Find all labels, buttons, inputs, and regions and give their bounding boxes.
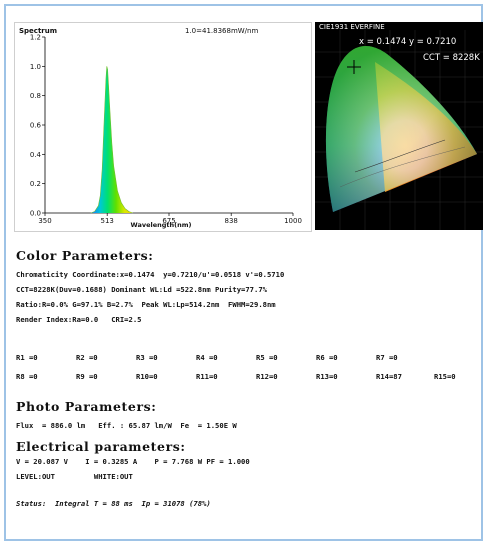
spectrum-title: Spectrum bbox=[19, 27, 57, 35]
r-value: R11=0 bbox=[196, 372, 218, 381]
cie-cct: CCT = 8228K bbox=[423, 53, 480, 63]
isotherm-line bbox=[339, 146, 466, 188]
r-value: R9 =0 bbox=[76, 372, 98, 381]
cie-diagram-panel: CIE1931 EVERFINE x = 0.1474 y = 0.7210 C… bbox=[315, 22, 483, 230]
x-tick-label: 513 bbox=[101, 217, 114, 225]
cie-locus-glow bbox=[325, 46, 477, 212]
photo-parameters-title: Photo Parameters: bbox=[16, 399, 157, 414]
color-param-render-index: Render Index:Ra=0.0 CRI=2.5 bbox=[16, 315, 142, 324]
r-value: R14=87 bbox=[376, 372, 402, 381]
x-tick-label: 1000 bbox=[284, 217, 302, 225]
r-value: R1 =0 bbox=[16, 353, 38, 362]
y-tick-label: 0.2 bbox=[30, 180, 41, 188]
planckian-locus bbox=[354, 139, 446, 173]
r-value: R13=0 bbox=[316, 372, 338, 381]
r-value: R6 =0 bbox=[316, 353, 338, 362]
spectrum-curve bbox=[90, 66, 133, 214]
render-index-grid: R1 =0 R2 =0 R3 =0 R4 =0 R5 =0 R6 =0 R7 =… bbox=[16, 353, 476, 391]
r-value: R7 =0 bbox=[376, 353, 398, 362]
electrical-parameters-title: Electrical parameters: bbox=[16, 439, 186, 454]
cie-diagram: CIE1931 EVERFINE x = 0.1474 y = 0.7210 C… bbox=[315, 22, 483, 230]
y-tick-label: 1.0 bbox=[30, 63, 41, 71]
r-value: R4 =0 bbox=[196, 353, 218, 362]
x-tick-label: 675 bbox=[162, 217, 175, 225]
spectrum-curve-fill bbox=[90, 66, 133, 213]
parameters-report: Color Parameters: Chromaticity Coordinat… bbox=[16, 248, 476, 511]
cie-title: CIE1931 EVERFINE bbox=[319, 23, 385, 31]
x-tick-label: 838 bbox=[225, 217, 238, 225]
status-line: Status: Integral T = 88 ms Ip = 31078 (7… bbox=[16, 499, 211, 508]
measured-point-marker bbox=[347, 60, 361, 74]
r-value: R5 =0 bbox=[256, 353, 278, 362]
x-tick-label: 350 bbox=[38, 217, 51, 225]
cie-coordinates: x = 0.1474 y = 0.7210 bbox=[359, 37, 456, 47]
electrical-param-line: V = 20.087 V I = 0.3285 A P = 7.768 W PF… bbox=[16, 457, 250, 466]
y-tick-label: 1.2 bbox=[30, 34, 41, 42]
r-value: R8 =0 bbox=[16, 372, 38, 381]
chart-panels: Spectrum 1.0=41.8368mW/nm 1.2 1.0 0.8 0.6 0.… bbox=[10, 22, 483, 234]
color-param-ratio: Ratio:R=0.0% G=97.1% B=2.7% Peak WL:Lp=5… bbox=[16, 300, 276, 309]
cie-title-bar bbox=[315, 22, 483, 30]
electrical-level-line: LEVEL:OUT WHITE:OUT bbox=[16, 472, 133, 481]
spectrum-chart-panel: Spectrum 1.0=41.8368mW/nm 1.2 1.0 0.8 0.6 0.… bbox=[14, 22, 312, 232]
y-tick-label: 0.6 bbox=[30, 122, 42, 130]
r-value: R12=0 bbox=[256, 372, 278, 381]
color-parameters-title: Color Parameters: bbox=[16, 248, 154, 263]
y-tick-label: 0.8 bbox=[30, 92, 41, 100]
spectrum-header-value: 1.0=41.8368mW/nm bbox=[185, 27, 258, 35]
x-axis-label: Wavelength(nm) bbox=[131, 221, 192, 229]
color-param-cct: CCT=8228K(Duv=0.1688) Dominant WL:Ld =52… bbox=[16, 285, 267, 294]
r-value: R15=0 bbox=[434, 372, 456, 381]
y-tick-label: 0.0 bbox=[30, 210, 41, 218]
y-tick-label: 0.4 bbox=[30, 151, 42, 159]
r-value: R3 =0 bbox=[136, 353, 158, 362]
spectrum-chart: Spectrum 1.0=41.8368mW/nm 1.2 1.0 0.8 0.6 0.… bbox=[19, 27, 302, 229]
photo-param-line: Flux = 886.0 lm Eff. : 65.87 lm/W Fe = 1… bbox=[16, 421, 237, 430]
r-value: R10=0 bbox=[136, 372, 158, 381]
color-param-chromaticity: Chromaticity Coordinate:x=0.1474 y=0.721… bbox=[16, 270, 285, 279]
r-value: R2 =0 bbox=[76, 353, 98, 362]
